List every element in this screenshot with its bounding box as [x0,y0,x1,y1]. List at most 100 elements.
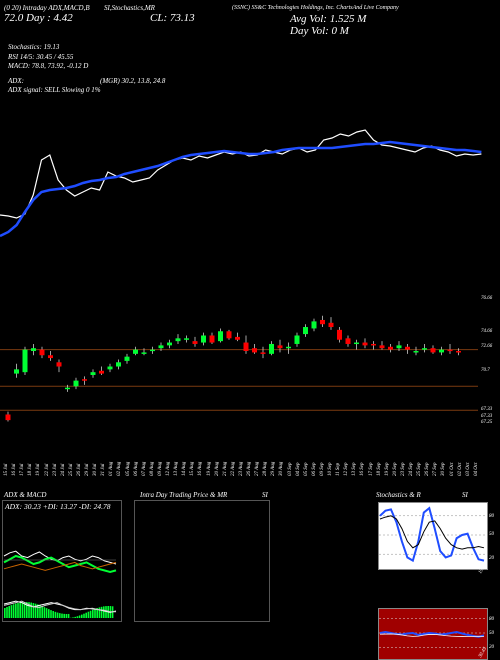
candle-body [48,355,53,359]
adx-signal: ADX signal: SELL Slowing 0 1% [8,86,101,94]
date-label: 26 Sep [425,462,431,476]
date-label: 06 Sep [311,462,317,476]
stoch-si-label: SI [462,491,468,499]
candle-body [447,349,453,352]
date-label: 12 Aug [166,461,171,476]
date-label: 09 Aug [157,461,163,476]
date-label: 12 Sep [344,462,350,476]
date-label: 31 Jul [101,463,107,476]
date-label: 04 Oct [473,462,479,476]
rsi-tick: 80 [489,617,494,622]
candle-body [456,351,461,353]
candle-body [303,327,308,335]
header-close: CL: 73.13 [150,12,195,24]
date-label: 28 Aug [263,461,269,476]
mgr-readout: (MGR) 30.2, 13.8, 24.8 [100,77,166,85]
date-label: 03 Oct [465,462,471,476]
stoch-panel-title: Stochastics & R [376,491,421,499]
date-label: 20 Sep [392,462,398,476]
date-label: 08 Aug [149,461,155,476]
candle-body [218,331,223,342]
header-price-day: 72.0 Day : 4.42 [4,12,73,24]
date-label: 20 Aug [214,461,220,476]
candle-body [430,348,436,353]
date-label: 30 Jul [93,463,99,476]
header-avg-vol: Avg Vol: 1.525 M [290,13,367,25]
candle-body [209,335,215,343]
date-label: 02 Aug [117,461,123,476]
stochastics-panel [378,502,488,570]
date-label: 02 Oct [457,462,463,476]
date-label: 21 Aug [222,461,228,476]
date-label: 06 Aug [133,461,139,476]
candle-body [243,342,249,352]
adx-macd-panel: ADX: 30.23 +DI: 13.27 -DI: 24.78 [2,500,122,622]
date-label: 16 Aug [198,461,204,476]
date-label: 27 Sep [433,462,439,476]
price-tick: 76.66 [481,296,493,301]
candle-body [379,345,385,349]
candle-body [388,346,393,350]
date-label: 22 Jul [44,463,50,476]
candle-body [175,338,181,342]
price-tick: 72.66 [481,344,493,349]
candle-body [141,352,147,354]
candle-body [362,342,368,346]
candle-body [345,338,351,344]
candle-body [405,346,410,350]
candle-body [184,338,189,340]
date-label: 26 Jul [76,463,82,476]
candle-body [235,336,240,340]
date-label: 18 Jul [28,463,34,476]
candle-body [73,380,79,387]
date-label: 16 Jul [12,463,18,476]
date-label: 14 Aug [182,461,188,476]
candle-body [201,335,206,343]
date-label: 18 Sep [376,462,382,476]
date-label: 19 Jul [36,463,42,476]
candle-body [90,372,96,375]
candle-body [56,362,62,367]
candle-body [22,349,28,373]
date-label: 01 Oct [449,462,455,476]
date-label: 04 Sep [295,462,301,476]
macd-readout: MACD: 78.8, 73.92, -0.12 D [8,62,89,70]
candle-body [167,342,172,346]
date-label: 27 Aug [255,461,261,476]
candle-body [31,348,36,352]
intraday-panel-title: Intra Day Trading Price & MR [140,491,228,499]
rsi-readout: RSI 14/5: 30.45 / 45.55 [8,53,74,61]
stoch-readout: Stochastics: 19.13 [8,43,60,51]
candle-body [226,331,232,339]
candle-body [133,349,138,354]
date-label: 07 Aug [141,461,147,476]
date-label: 24 Jul [60,463,66,476]
date-label: 25 Sep [417,462,423,476]
date-label: 23 Sep [400,462,406,476]
header-stochastics-label: SI,Stochastics,MR [104,4,155,12]
header-intraday-label: (0 20) Intraday ADX,MACD,B [4,4,90,12]
candle-body [328,322,334,328]
date-label: 30 Sep [441,462,447,476]
date-label: 19 Sep [384,462,390,476]
date-label: 29 Aug [271,461,277,476]
adx-label: ADX: [8,77,24,85]
stoch-tick: 80 [489,514,494,519]
candle-body [439,349,444,353]
candle-body [39,349,45,356]
stoch-tick: 50 [489,532,494,537]
date-label: 23 Aug [238,461,244,476]
date-label: 30 Aug [279,461,285,476]
candle-body [320,319,325,325]
date-label: 23 Jul [52,463,58,476]
date-label: 03 Sep [287,462,293,476]
adx-panel-title: ADX & MACD [4,491,47,499]
candle-body [14,369,19,374]
candle-body [124,356,130,361]
candle-body [422,348,427,350]
candle-body [150,349,155,352]
candle-body [396,345,402,349]
date-label: 13 Aug [174,461,180,476]
date-label: 25 Jul [68,463,74,476]
